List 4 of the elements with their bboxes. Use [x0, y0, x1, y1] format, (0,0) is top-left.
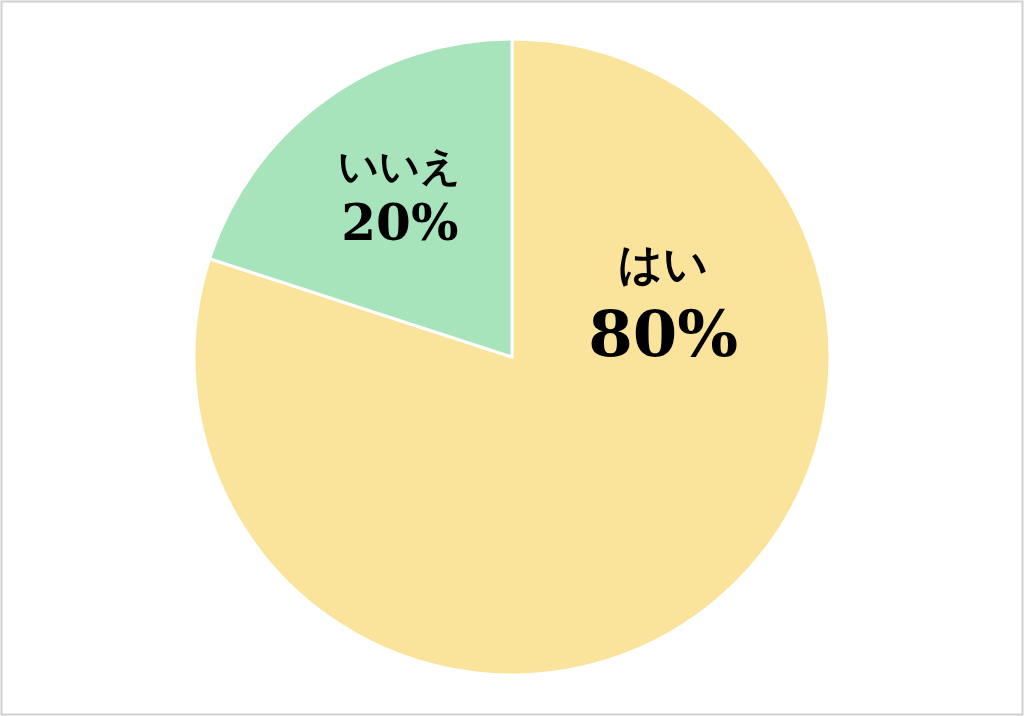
- slice-label: はい: [618, 238, 709, 290]
- slice-label: いいえ: [338, 143, 462, 190]
- data-label: 80%: [588, 295, 739, 371]
- data-label: 20%: [341, 193, 459, 253]
